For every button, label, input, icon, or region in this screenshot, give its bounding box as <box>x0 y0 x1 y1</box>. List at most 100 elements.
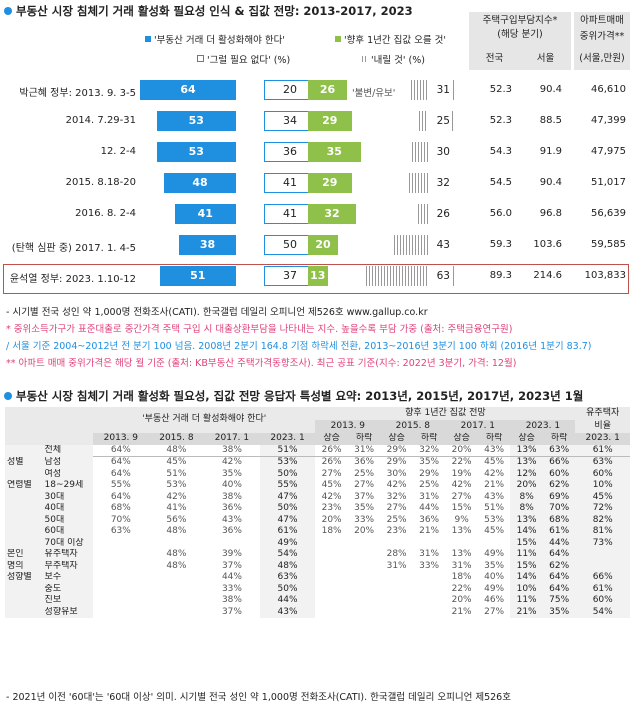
value-cell <box>478 538 511 550</box>
value-cell: 33% <box>354 514 375 525</box>
apt-header-3: (서울,만원) <box>579 53 625 64</box>
value-cell: 54% <box>575 606 630 618</box>
green-square-icon <box>335 36 341 42</box>
group-cell <box>5 606 39 618</box>
bar-price-up <box>308 142 361 162</box>
bar-activate <box>156 142 236 162</box>
value-cell <box>93 584 149 596</box>
note-1: - 시기별 전국 성인 약 1,000명 전화조사(CATI). 한국갤럽 데일… <box>6 307 428 318</box>
value-cell: 35% <box>221 468 242 479</box>
value-cell <box>380 538 413 550</box>
value-cell: 53% <box>484 514 505 525</box>
value-cell <box>380 595 413 607</box>
nationwide-value: 52.3 <box>489 84 512 95</box>
table-row: 성향별 보수 44% 63% 18% 40% 14% 64% 66% <box>5 572 630 584</box>
value-cell: 15% <box>451 503 472 513</box>
value-cell: 32% <box>412 444 446 457</box>
value-cell: 63% <box>259 572 316 584</box>
value-cell: 61% <box>542 526 576 538</box>
value-cell: 43% <box>259 606 316 618</box>
group-cell <box>5 491 39 503</box>
seoul-header: 서울 <box>536 53 555 64</box>
activate-year-3: 2017. 1 <box>204 433 260 445</box>
apt-price-value: 51,017 <box>591 177 626 188</box>
value-cell <box>413 572 446 584</box>
value-cell: 61% <box>575 583 630 595</box>
table-row: 성별 남성 64% 45% 42% 53% 26% 36% 29% 35% 22% 45% 13% 66%… <box>5 456 630 469</box>
value-cell: 31% <box>419 491 440 502</box>
value-cell: 40% <box>221 480 242 490</box>
value-cell: 30% <box>386 468 407 479</box>
updown-4: 하락 <box>412 433 446 445</box>
value-cell: 21% <box>419 526 440 536</box>
value-cell: 13% <box>510 514 543 526</box>
bar-price-down-label: 30 <box>428 142 452 162</box>
value-cell: 18% <box>451 572 472 582</box>
value-cell: 21% <box>484 480 505 490</box>
nationwide-value: 54.3 <box>489 146 512 157</box>
note-3: / 서울 기준 2004~2012년 전 분기 100 넘음. 2008년 2분… <box>6 341 592 352</box>
bar-price-up-label: 32 <box>324 207 340 220</box>
bar-price-down-label: 32 <box>428 173 452 193</box>
row-label: (탄핵 심판 중) 2017. 1. 4-5 <box>11 243 136 254</box>
bar-price-up-label: 26 <box>319 83 336 96</box>
value-cell: 29% <box>386 457 407 467</box>
value-cell: 33% <box>221 583 242 594</box>
value-cell <box>149 595 205 607</box>
value-cell: 10% <box>510 583 543 595</box>
value-cell: 36% <box>419 514 440 525</box>
value-cell <box>149 538 205 550</box>
row-label: 2015. 8.18-20 <box>65 177 136 188</box>
bar-activate-label: 53 <box>188 145 204 158</box>
bar-activate <box>174 204 236 224</box>
activate-year-2: 2015. 8 <box>148 433 205 445</box>
group-cell <box>5 514 39 526</box>
value-cell <box>93 549 149 561</box>
value-cell: 25% <box>386 514 407 525</box>
nationwide-value: 59.3 <box>489 239 512 250</box>
value-cell <box>149 584 205 596</box>
value-cell: 56% <box>166 514 187 525</box>
value-cell: 20% <box>445 444 478 457</box>
segment-cell: 70대 이상 <box>38 537 94 549</box>
value-cell: 82% <box>575 514 630 526</box>
bar-price-up-label: 20 <box>315 238 331 251</box>
value-cell: 45% <box>484 457 505 467</box>
segment-cell: 전체 <box>38 444 94 457</box>
value-cell: 42% <box>221 457 242 467</box>
value-cell: 64% <box>542 549 576 561</box>
seoul-value: 214.6 <box>533 270 562 281</box>
value-cell: 48% <box>259 560 316 572</box>
value-cell: 70% <box>542 503 576 515</box>
value-cell: 8% <box>510 491 543 503</box>
value-cell: 25% <box>419 480 440 490</box>
value-cell: 60% <box>542 468 576 480</box>
footnote: - 2021년 이전 '60대'는 '60대 이상' 의미. 시기별 전국 성인… <box>6 692 511 703</box>
value-cell: 8% <box>510 503 543 515</box>
value-cell: 27% <box>451 491 472 502</box>
seoul-value: 91.9 <box>539 146 562 157</box>
bar-price-up <box>308 173 352 193</box>
updown-6: 하락 <box>477 433 511 445</box>
value-cell: 73% <box>575 537 630 549</box>
value-cell: 15% <box>510 537 543 549</box>
table-row: 성향유보 37% 43% 21% 27% 21% 35% 54% <box>5 606 630 618</box>
bar-price-down-label: 63 <box>428 266 452 286</box>
value-cell: 49% <box>259 537 316 549</box>
table-row: 명의 무주택자 48% 37% 48% 31% 33% 31% 35% 15% 62% <box>5 560 630 572</box>
table-row: 진보 38% 44% 20% 46% 11% 75% 60% <box>5 595 630 607</box>
value-cell: 68% <box>110 503 131 513</box>
value-cell: 13% <box>510 456 543 469</box>
outlook-year-2: 2015. 8 <box>380 420 446 433</box>
bar-not-needed-label: 20 <box>283 83 297 96</box>
value-cell: 47% <box>259 491 316 503</box>
value-cell: 48% <box>166 560 187 571</box>
value-cell: 51% <box>484 503 505 513</box>
value-cell <box>315 549 348 561</box>
value-cell: 42% <box>386 480 407 490</box>
value-cell <box>575 560 630 572</box>
value-cell: 32% <box>386 491 407 502</box>
value-cell: 60% <box>575 595 630 607</box>
blue-square-icon <box>145 36 151 42</box>
segment-cell: 50대 <box>38 514 94 526</box>
